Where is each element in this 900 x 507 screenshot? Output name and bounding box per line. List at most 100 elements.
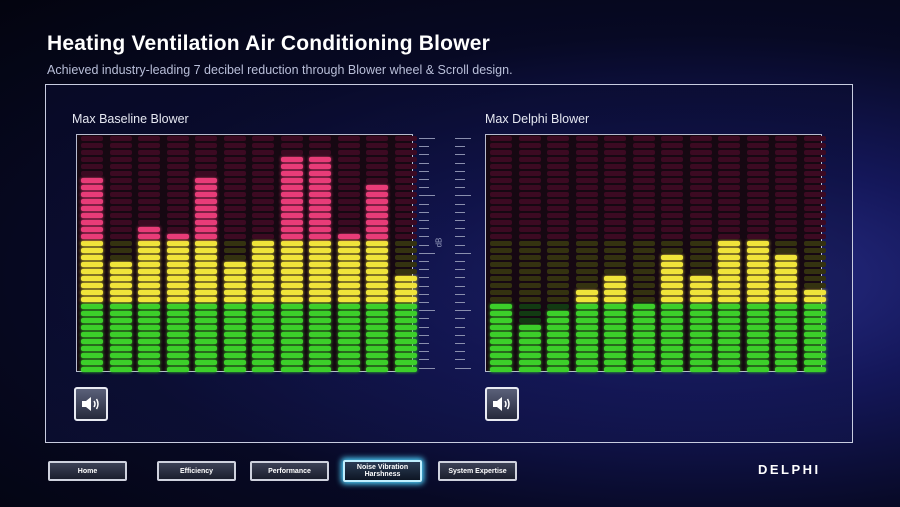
baseline-bar [252,135,274,373]
baseline-segment [252,255,274,260]
baseline-segment [223,290,246,295]
delphi-segment [490,346,512,351]
baseline-segment [166,199,189,204]
baseline-segment [166,220,189,225]
db-unit-label: dB [434,237,444,248]
baseline-bar [223,135,246,373]
nav-home-button[interactable]: Home [48,461,127,481]
delphi-segment [575,339,598,344]
baseline-segment [337,346,360,351]
baseline-segment [394,290,417,295]
baseline-segment [366,136,388,141]
nav-performance-button[interactable]: Performance [250,461,329,481]
delphi-segment [518,290,541,295]
delphi-segment [803,206,826,211]
delphi-segment [575,311,598,316]
baseline-segment [223,171,246,176]
delphi-segment [661,311,683,316]
delphi-segment [632,185,655,190]
baseline-segment [223,262,246,267]
baseline-segment [280,220,303,225]
baseline-segment [81,290,103,295]
delphi-segment [632,143,655,148]
baseline-segment [195,157,217,162]
baseline-segment [81,171,103,176]
baseline-bar [81,135,103,373]
baseline-segment [166,332,189,337]
delphi-segment [718,360,740,365]
delphi-segment [803,283,826,288]
scale-tick [455,277,465,279]
delphi-bar [547,135,569,373]
baseline-segment [109,304,132,309]
baseline-segment [109,325,132,330]
baseline-segment [166,360,189,365]
baseline-segment [394,269,417,274]
delphi-bar [803,135,826,373]
nav-efficiency-button[interactable]: Efficiency [157,461,236,481]
baseline-segment [309,220,331,225]
baseline-label: Max Baseline Blower [72,112,189,126]
baseline-segment [166,318,189,323]
delphi-segment [575,206,598,211]
delphi-segment [490,199,512,204]
delphi-segment [775,297,797,302]
scale-tick [455,367,471,369]
delphi-segment [490,262,512,267]
delphi-segment [547,150,569,155]
baseline-segment [195,192,217,197]
baseline-segment [223,192,246,197]
baseline-speaker-button[interactable] [74,387,108,421]
delphi-segment [518,360,541,365]
baseline-segment [223,367,246,372]
nav-nvh-button[interactable]: Noise Vibration Harshness [343,460,422,482]
delphi-speaker-button[interactable] [485,387,519,421]
delphi-segment [490,234,512,239]
delphi-segment [575,199,598,204]
delphi-segment [632,206,655,211]
delphi-segment [775,213,797,218]
baseline-segment [166,339,189,344]
baseline-segment [252,283,274,288]
scale-tick [455,293,465,295]
baseline-segment [195,353,217,358]
scale-tick [455,244,465,246]
delphi-segment [547,262,569,267]
delphi-segment [746,367,769,372]
baseline-segment [394,367,417,372]
delphi-segment [803,269,826,274]
scale-tick [455,211,465,213]
baseline-segment [366,178,388,183]
delphi-segment [604,248,626,253]
baseline-segment [195,367,217,372]
delphi-segment [661,199,683,204]
baseline-segment [223,360,246,365]
delphi-segment [575,227,598,232]
baseline-segment [223,136,246,141]
delphi-segment [661,297,683,302]
nav-expertise-button[interactable]: System Expertise [438,461,517,481]
delphi-segment [604,178,626,183]
delphi-segment [689,220,712,225]
delphi-segment [604,367,626,372]
delphi-segment [775,283,797,288]
baseline-segment [166,185,189,190]
scale-tick [419,220,429,221]
baseline-segment [366,262,388,267]
delphi-segment [746,213,769,218]
baseline-segment [337,269,360,274]
baseline-segment [81,234,103,239]
baseline-segment [138,157,160,162]
baseline-segment [166,136,189,141]
baseline-segment [280,332,303,337]
delphi-segment [490,164,512,169]
delphi-segment [689,192,712,197]
baseline-segment [337,185,360,190]
delphi-segment [718,220,740,225]
baseline-segment [394,332,417,337]
baseline-segment [223,248,246,253]
baseline-segment [138,220,160,225]
baseline-segment [252,332,274,337]
delphi-segment [547,220,569,225]
delphi-segment [604,164,626,169]
